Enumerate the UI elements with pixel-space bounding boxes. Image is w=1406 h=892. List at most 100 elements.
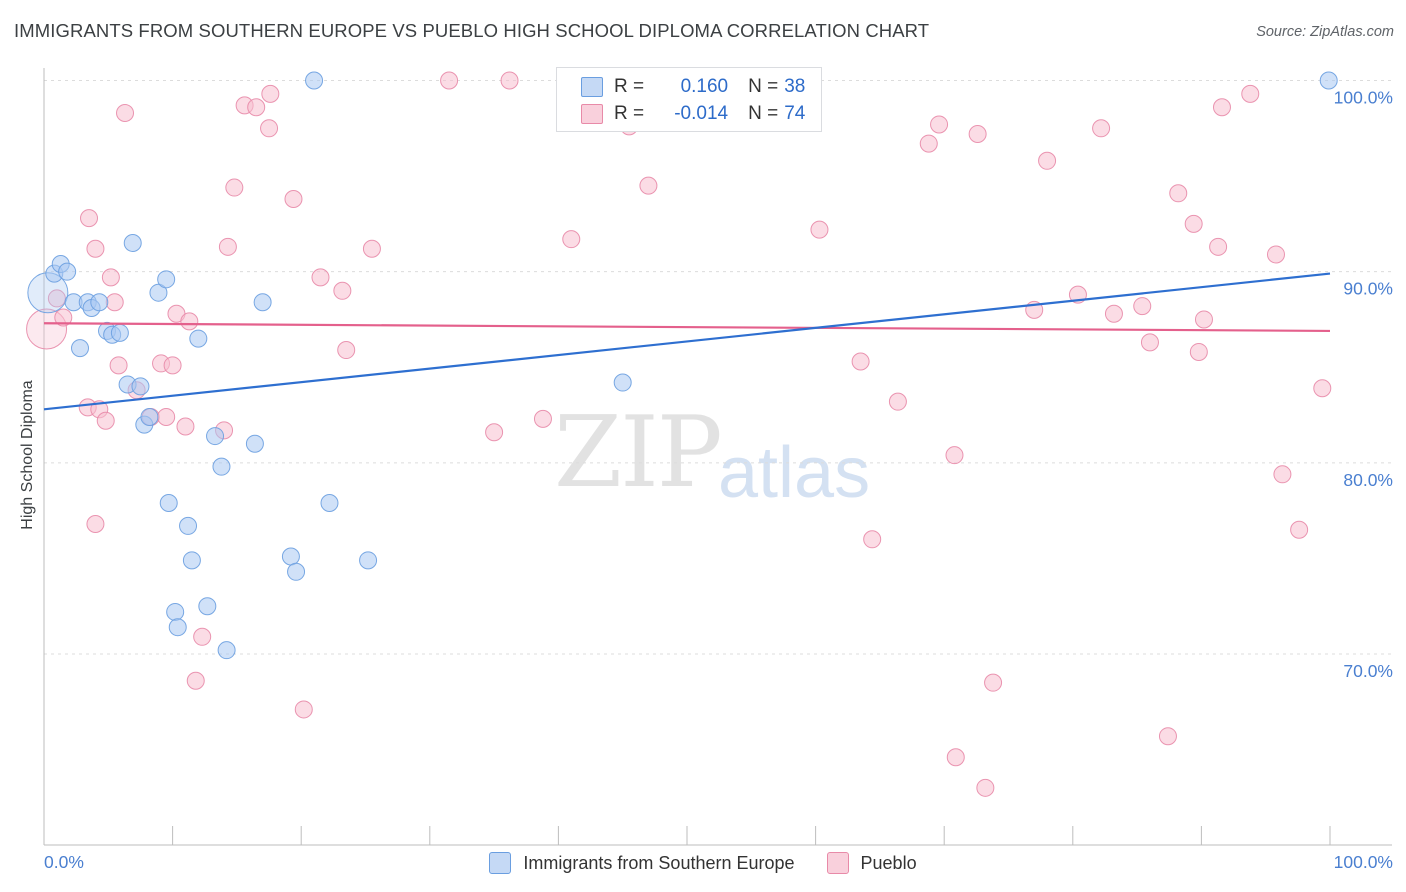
blue-square-icon [489,852,512,874]
data-point [440,71,459,90]
legend-row-pink: R = -0.014 N = 74 [581,103,805,125]
data-point [1092,119,1111,138]
data-point [253,293,272,312]
data-point [613,373,632,392]
data-point [218,237,237,256]
data-point [1194,310,1213,329]
data-point [101,268,120,287]
tick-labels: 70.0% 80.0% 90.0% 100.0% 0.0% 100.0% [44,88,1393,873]
data-point [217,641,236,660]
chart-title: IMMIGRANTS FROM SOUTHERN EUROPE VS PUEBL… [14,20,930,41]
data-point [984,673,1003,692]
data-point [1290,520,1309,539]
y-tick-label: 70.0% [1343,661,1393,681]
watermark-zip: ZIP [554,396,723,510]
data-point [212,457,231,476]
data-point [109,356,128,375]
blue-swatch-icon [581,77,603,97]
data-point [261,84,280,103]
data-point [1140,333,1159,352]
legend-label: Pueblo [860,852,917,873]
data-point [533,409,552,428]
data-point [247,98,266,117]
data-point [116,103,135,122]
axes [43,68,1392,846]
data-point [976,778,995,797]
data-point [182,551,201,570]
legend-item-pueblo[interactable]: Pueblo [826,852,917,874]
data-point [333,281,352,300]
data-point [159,493,178,512]
data-point [105,293,124,312]
data-point [179,516,198,535]
data-point [1038,151,1057,170]
data-point [919,134,938,153]
data-point [284,190,303,209]
data-point [888,392,907,411]
gridlines [44,80,1392,655]
data-point [851,352,870,371]
n-value: 74 [784,103,806,124]
r-value: 0.160 [680,76,729,97]
n-label: N = [748,76,779,97]
data-point [945,446,964,465]
data-point [968,125,987,144]
data-point [1273,465,1292,484]
data-point [189,329,208,348]
southern-europe-trend-line [43,272,1331,411]
data-point [86,239,105,258]
x-tick-label-min: 0.0% [44,852,84,872]
data-point [1158,727,1177,746]
y-tick-label: 90.0% [1343,279,1393,299]
stats-legend: R = 0.160 N = 38 R = -0.014 N = 74 [556,67,822,132]
data-point [166,602,185,621]
data-point [149,283,168,302]
data-point [1241,84,1260,103]
data-point [1319,71,1338,90]
data-point [359,551,378,570]
data-point [946,748,965,767]
n-value: 38 [784,76,806,97]
data-point [180,312,199,331]
data-point [1266,245,1285,264]
data-point [186,671,205,690]
legend-label: Immigrants from Southern Europe [523,852,795,873]
data-point [245,434,264,453]
data-point [320,493,339,512]
data-point [176,417,195,436]
data-point [1189,342,1208,361]
y-tick-label: 80.0% [1343,470,1393,490]
x-tick-label-max: 100.0% [1334,852,1393,872]
trend-lines [43,272,1331,411]
data-point [86,515,105,534]
data-point [930,115,949,134]
data-point [639,176,658,195]
data-point [863,530,882,549]
data-point [110,323,129,342]
data-point [294,700,313,719]
r-value: -0.014 [674,103,729,124]
data-point [1184,214,1203,233]
data-point [1133,297,1152,316]
data-point [311,268,330,287]
data-point [287,562,306,581]
legend-item-southern-europe[interactable]: Immigrants from Southern Europe [489,852,795,874]
source-label: Source: ZipAtlas.com [1256,24,1394,40]
data-point [810,220,829,239]
data-point [1104,304,1123,323]
data-point [485,423,504,442]
data-point [90,293,109,312]
data-point [157,270,176,289]
data-point [305,71,324,90]
n-label: N = [748,103,779,124]
data-point [1209,237,1228,256]
data-point [337,341,356,360]
data-point [260,119,279,138]
data-point [193,627,212,646]
data-point [206,427,225,446]
series-legend: Immigrants from Southern Europe Pueblo [0,852,1406,874]
data-point [157,407,176,426]
data-point [131,377,150,396]
data-point [562,230,581,249]
